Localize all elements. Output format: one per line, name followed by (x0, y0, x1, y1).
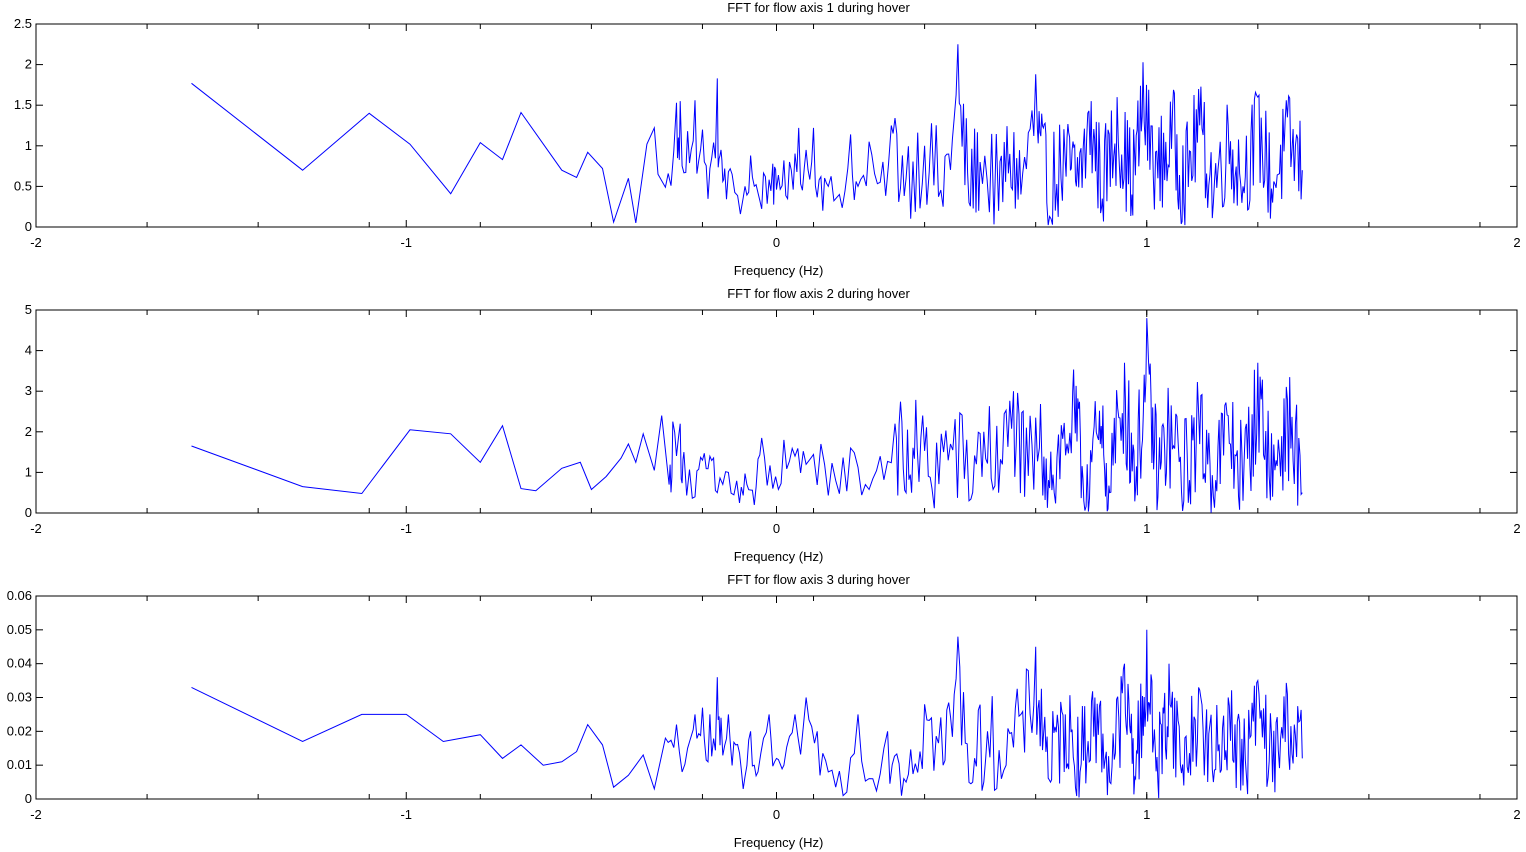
x-tick-label: 2 (1513, 235, 1520, 250)
y-tick-label: 2.5 (14, 16, 32, 31)
x-tick-label: 1 (1143, 235, 1150, 250)
y-tick-label: 0 (25, 505, 32, 520)
y-tick-label: 0 (25, 791, 32, 806)
x-tick-label: -2 (30, 235, 42, 250)
axes-frame (35, 23, 1518, 228)
y-tick-label: 0.03 (7, 690, 32, 705)
subplot-1: -2 -1 0 1 2 0 0.5 1 1.5 2 2.5 FFT for flow axis 1 d… (14, 0, 1521, 278)
series-line-axis-2 (191, 318, 1303, 513)
y-tick-label: 0.5 (14, 178, 32, 193)
y-tick-label: 2 (25, 424, 32, 439)
y-tick-label: 1.5 (14, 97, 32, 112)
x-axis-label: Frequency (Hz) (734, 835, 824, 850)
y-tick-label: 0.05 (7, 622, 32, 637)
y-tick-label: 3 (25, 383, 32, 398)
x-tick-label: 2 (1513, 807, 1520, 822)
y-tick-label: 0.01 (7, 757, 32, 772)
chart-title: FFT for flow axis 1 during hover (727, 0, 910, 15)
x-axis-label: Frequency (Hz) (734, 263, 824, 278)
series-line-axis-1 (191, 44, 1303, 226)
x-tick-label: 1 (1143, 807, 1150, 822)
y-tick-label: 0.06 (7, 588, 32, 603)
y-tick-label: 0.04 (7, 656, 32, 671)
x-tick-label: 0 (773, 521, 780, 536)
x-tick-label: -1 (400, 235, 412, 250)
x-tick-label: -2 (30, 807, 42, 822)
y-tick-label: 4 (25, 343, 32, 358)
subplot-3: -2 -1 0 1 2 0 0.01 0.02 0.03 0.04 0.05 0.06 FFT for … (7, 572, 1521, 850)
chart-title: FFT for flow axis 3 during hover (727, 572, 910, 587)
x-axis-label: Frequency (Hz) (734, 549, 824, 564)
axes-frame (35, 595, 1518, 800)
subplot-2: -2 -1 0 1 2 0 1 2 3 4 5 FFT for flow axis 2 during … (25, 286, 1521, 564)
x-tick-label: -2 (30, 521, 42, 536)
x-tick-label: 2 (1513, 521, 1520, 536)
x-tick-label: 1 (1143, 521, 1150, 536)
y-tick-label: 5 (25, 302, 32, 317)
x-tick-label: 0 (773, 235, 780, 250)
chart-title: FFT for flow axis 2 during hover (727, 286, 910, 301)
y-tick-label: 0 (25, 219, 32, 234)
x-tick-label: -1 (400, 807, 412, 822)
series-line-axis-3 (191, 629, 1303, 799)
y-tick-label: 2 (25, 57, 32, 72)
x-tick-label: -1 (400, 521, 412, 536)
y-tick-label: 1 (25, 138, 32, 153)
y-tick-label: 1 (25, 464, 32, 479)
y-tick-label: 0.02 (7, 723, 32, 738)
x-tick-label: 0 (773, 807, 780, 822)
